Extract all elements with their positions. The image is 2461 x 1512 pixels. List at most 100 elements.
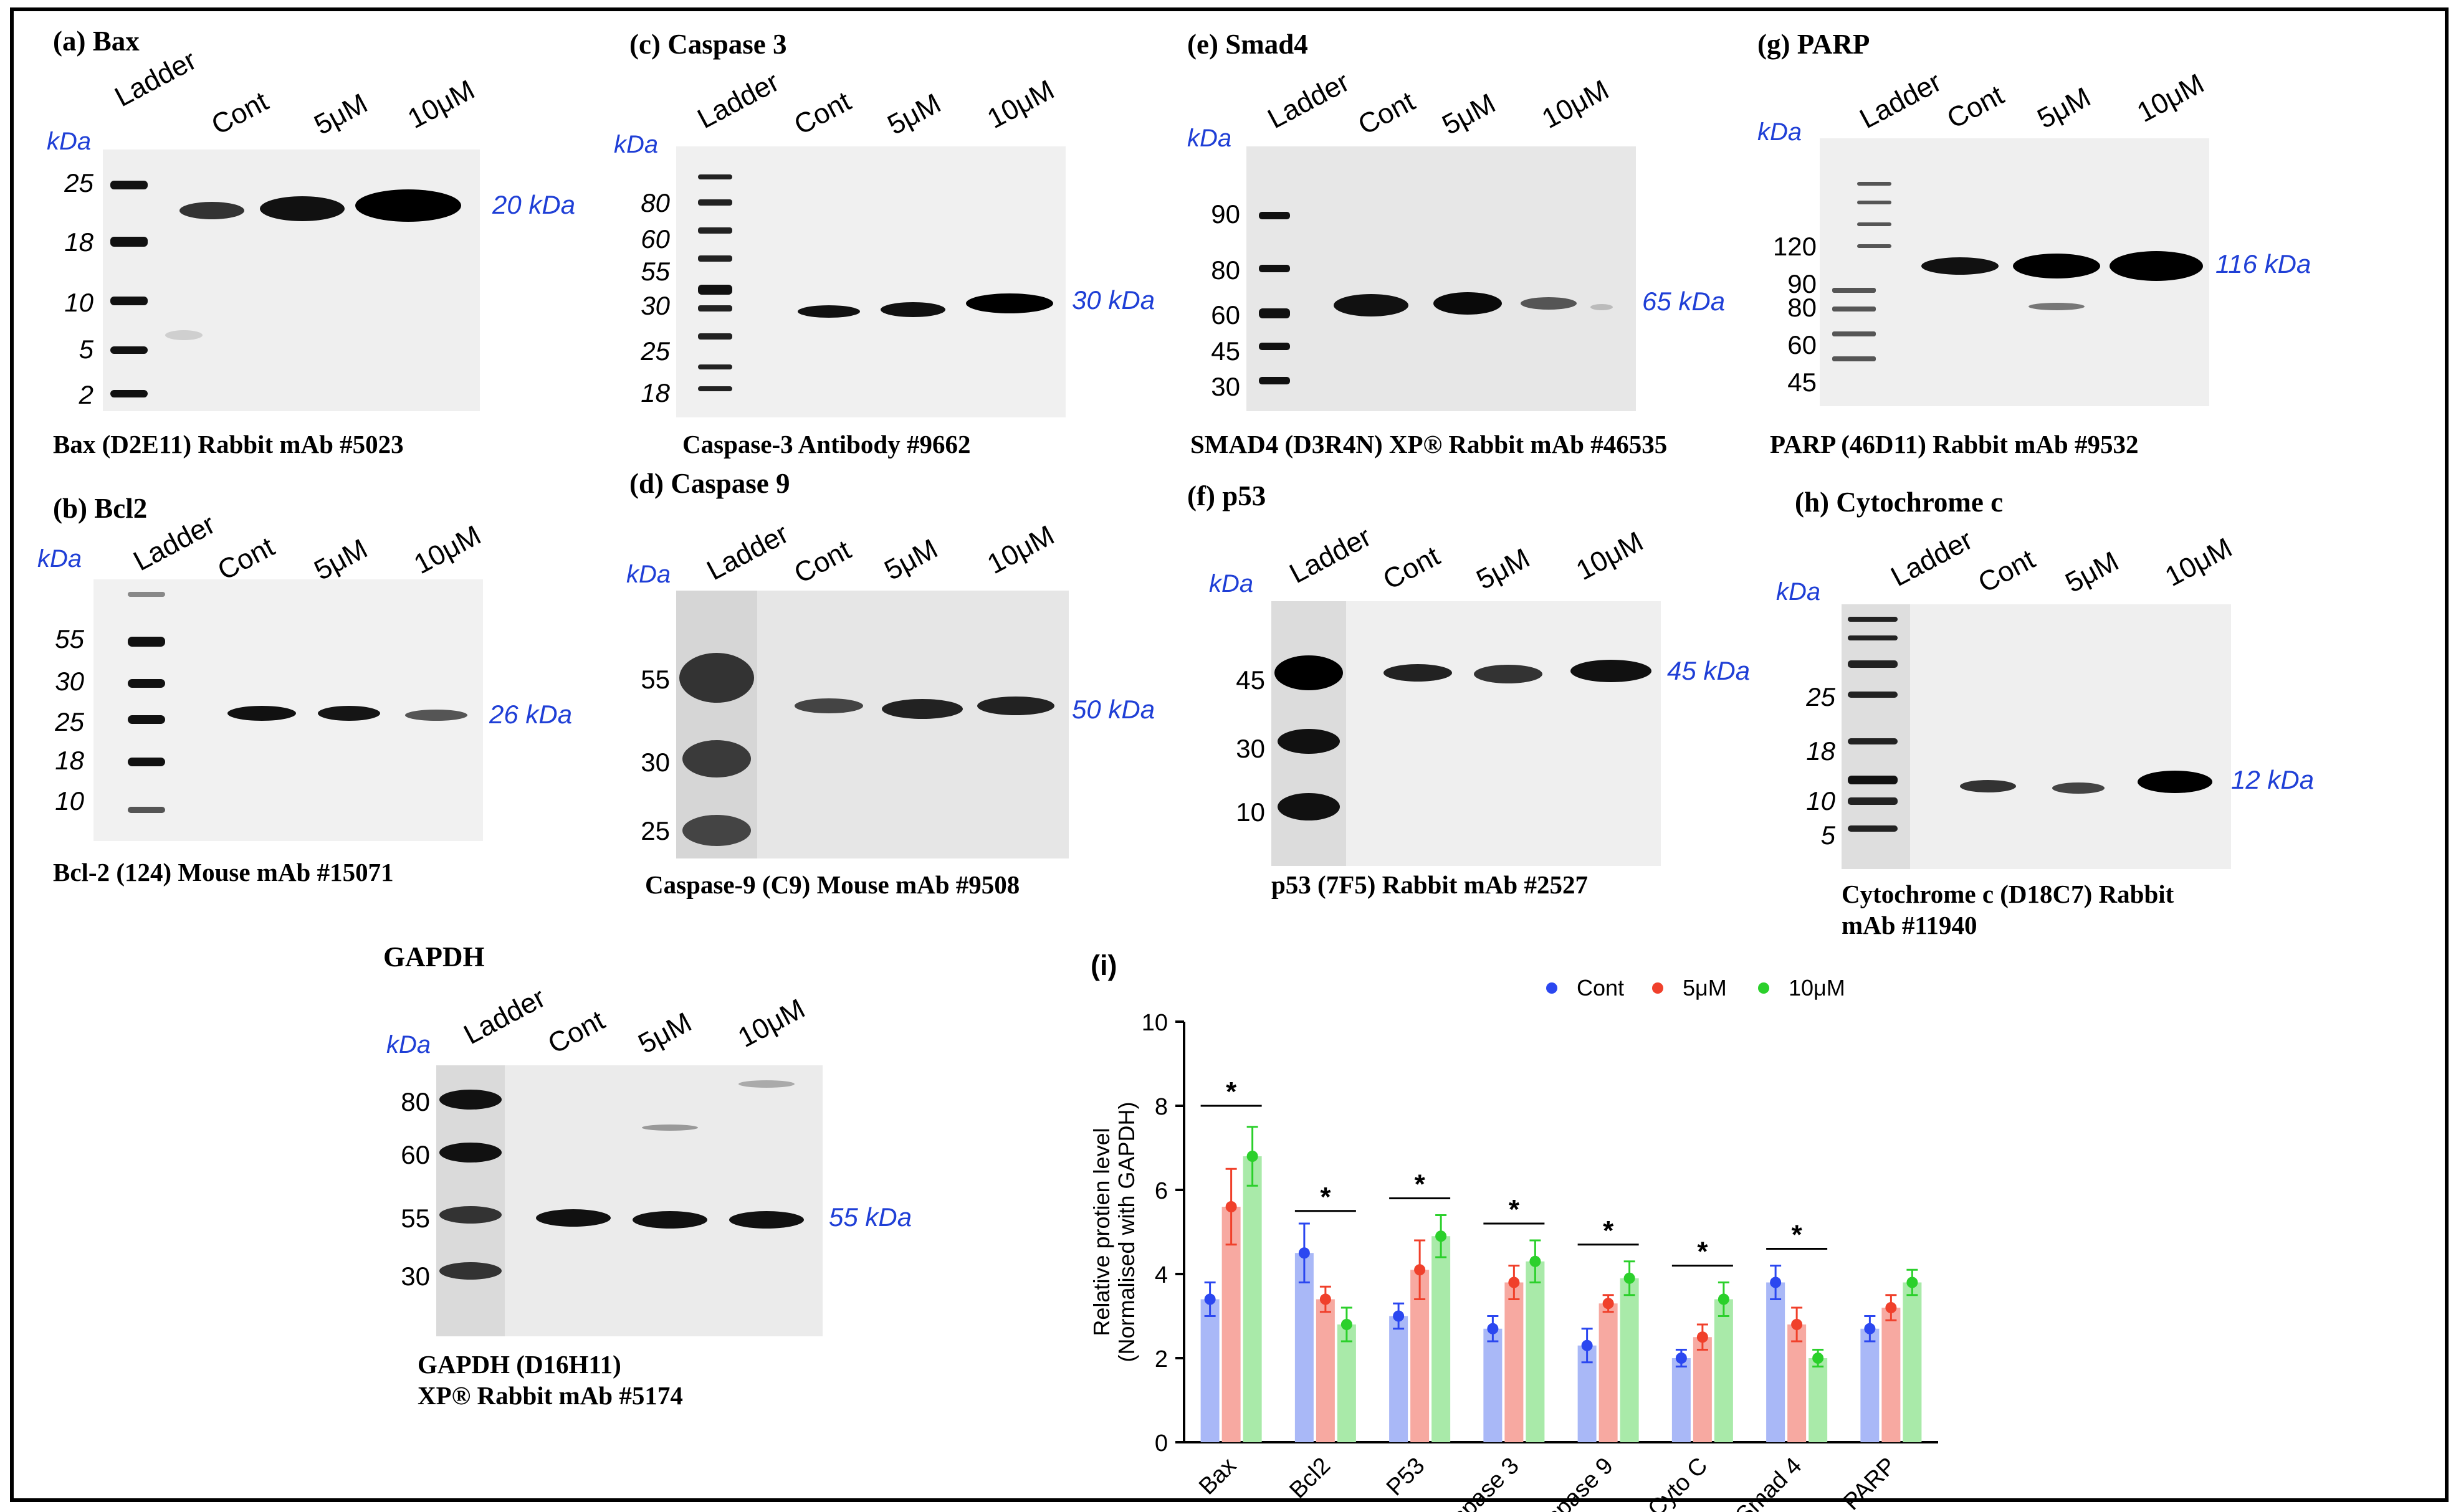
kda-unit-label: kDa bbox=[37, 545, 82, 573]
bar bbox=[1316, 1299, 1335, 1442]
antibody-caption: Caspase-9 (C9) Mouse mAb #9508 bbox=[645, 870, 1020, 899]
tick-label: 25 bbox=[641, 336, 670, 366]
panel-title: (c) Caspase 3 bbox=[629, 29, 787, 60]
panel-title: (g) PARP bbox=[1757, 29, 1870, 60]
bar bbox=[1809, 1358, 1828, 1442]
y-tick-label: 2 bbox=[1155, 1346, 1168, 1372]
legend-label: Cont bbox=[1577, 975, 1624, 1001]
mean-point bbox=[1623, 1272, 1635, 1284]
mean-point bbox=[1864, 1323, 1876, 1334]
y-tick-label: 8 bbox=[1155, 1094, 1168, 1120]
antibody-caption: SMAD4 (D3R4N) XP® Rabbit mAb #46535 bbox=[1190, 430, 1668, 459]
tick-label: 60 bbox=[401, 1140, 430, 1169]
tick-label: 30 bbox=[641, 291, 670, 320]
band-size-label: 20 kDa bbox=[492, 190, 576, 219]
antibody-caption: Bax (D2E11) Rabbit mAb #5023 bbox=[53, 430, 404, 459]
tick-label: 30 bbox=[1236, 734, 1265, 763]
mean-point bbox=[1393, 1310, 1405, 1322]
kda-unit-label: kDa bbox=[1209, 570, 1254, 597]
tick-label: 30 bbox=[1211, 372, 1240, 401]
tick-label: 25 bbox=[1806, 682, 1835, 711]
tick-label: 18 bbox=[641, 378, 670, 407]
bar bbox=[1671, 1358, 1691, 1442]
panel-title: (e) Smad4 bbox=[1187, 29, 1308, 60]
tick-label: 55 bbox=[641, 257, 670, 286]
tick-label: 45 bbox=[1211, 336, 1240, 366]
tick-label: 80 bbox=[1787, 293, 1817, 322]
band-size-label: 12 kDa bbox=[2231, 765, 2315, 794]
y-tick-label: 4 bbox=[1155, 1262, 1168, 1288]
significance-asterisk: * bbox=[1415, 1169, 1426, 1200]
tick-label: 90 bbox=[1787, 269, 1817, 298]
tick-label: 55 bbox=[55, 624, 84, 654]
western-blot-image bbox=[676, 591, 1069, 858]
figure-frame bbox=[10, 7, 2449, 1502]
antibody-caption: GAPDH (D16H11) bbox=[418, 1350, 621, 1379]
tick-label: 10 bbox=[55, 786, 84, 815]
tick-label: 60 bbox=[1787, 330, 1817, 359]
western-blot-image bbox=[103, 150, 480, 411]
bar bbox=[1294, 1253, 1314, 1442]
tick-label: 2 bbox=[79, 380, 93, 409]
mean-point bbox=[1770, 1277, 1782, 1288]
tick-label: 25 bbox=[55, 707, 84, 736]
mean-point bbox=[1435, 1230, 1447, 1242]
bar bbox=[1766, 1282, 1785, 1442]
mean-point bbox=[1602, 1298, 1614, 1310]
band-size-label: 65 kDa bbox=[1642, 287, 1726, 316]
antibody-caption: p53 (7F5) Rabbit mAb #2527 bbox=[1271, 870, 1588, 899]
x-tick-label: Cyto C bbox=[1643, 1453, 1713, 1512]
y-tick-label: 6 bbox=[1155, 1178, 1168, 1204]
bar bbox=[1714, 1299, 1733, 1442]
significance-asterisk: * bbox=[1603, 1215, 1614, 1246]
tick-label: 30 bbox=[55, 667, 84, 696]
bar bbox=[1483, 1328, 1503, 1442]
western-blot-image bbox=[1820, 138, 2209, 406]
mean-point bbox=[1298, 1247, 1310, 1259]
mean-point bbox=[1414, 1264, 1426, 1276]
mean-point bbox=[1340, 1319, 1352, 1330]
mean-point bbox=[1718, 1293, 1729, 1305]
tick-label: 80 bbox=[641, 188, 670, 217]
tick-label: 5 bbox=[79, 335, 93, 364]
legend-label: 5μM bbox=[1683, 975, 1727, 1001]
bar bbox=[1860, 1328, 1880, 1442]
mean-point bbox=[1487, 1323, 1499, 1334]
bar bbox=[1431, 1236, 1451, 1442]
band-size-label: 45 kDa bbox=[1667, 656, 1751, 685]
antibody-caption: PARP (46D11) Rabbit mAb #9532 bbox=[1770, 430, 2139, 459]
antibody-caption: mAb #11940 bbox=[1842, 911, 1977, 939]
panel-title: (h) Cytochrome c bbox=[1795, 487, 2004, 518]
bar bbox=[1903, 1282, 1922, 1442]
kda-unit-label: kDa bbox=[614, 131, 659, 158]
tick-label: 90 bbox=[1211, 199, 1240, 229]
mean-point bbox=[1204, 1293, 1216, 1305]
kda-unit-label: kDa bbox=[1776, 578, 1821, 606]
western-blot-image bbox=[1271, 601, 1661, 866]
mean-point bbox=[1885, 1302, 1897, 1313]
kda-unit-label: kDa bbox=[47, 128, 92, 155]
tick-label: 45 bbox=[1787, 368, 1817, 397]
legend-label: 10μM bbox=[1789, 975, 1845, 1001]
x-tick-label: PARP bbox=[1838, 1453, 1901, 1512]
bar bbox=[1787, 1324, 1807, 1442]
x-tick-label: Smad 4 bbox=[1731, 1453, 1807, 1512]
band-size-label: 30 kDa bbox=[1072, 285, 1155, 315]
tick-label: 120 bbox=[1772, 232, 1817, 261]
mean-point bbox=[1696, 1331, 1708, 1343]
tick-label: 10 bbox=[64, 288, 93, 317]
mean-point bbox=[1508, 1277, 1520, 1288]
tick-label: 10 bbox=[1236, 797, 1265, 827]
tick-label: 18 bbox=[1806, 736, 1835, 766]
kda-unit-label: kDa bbox=[386, 1031, 431, 1058]
tick-label: 55 bbox=[401, 1204, 430, 1233]
western-blot-image bbox=[676, 146, 1066, 417]
tick-label: 60 bbox=[1211, 300, 1240, 330]
tick-label: 5 bbox=[1820, 820, 1835, 850]
bar bbox=[1620, 1278, 1639, 1442]
band-size-label: 50 kDa bbox=[1072, 695, 1155, 724]
tick-label: 80 bbox=[401, 1087, 430, 1116]
mean-point bbox=[1225, 1201, 1237, 1212]
legend-marker bbox=[1546, 982, 1557, 994]
tick-label: 30 bbox=[401, 1262, 430, 1291]
